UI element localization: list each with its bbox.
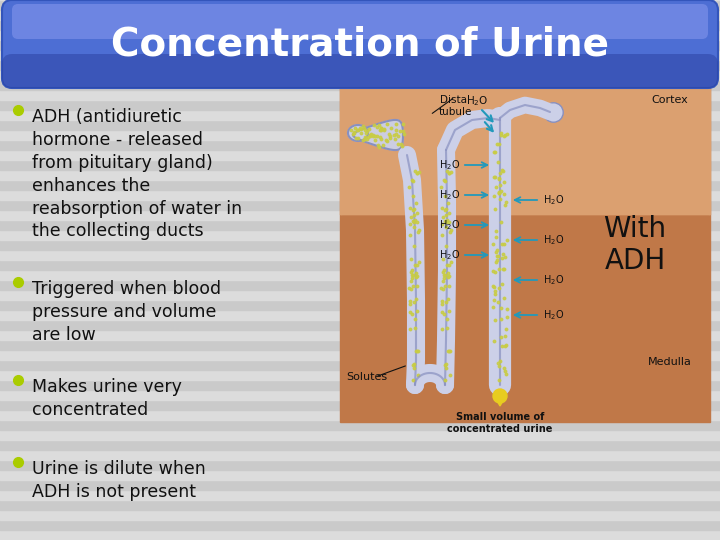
Bar (0, 470, 720, 480)
Text: Distal
tubule: Distal tubule (438, 95, 472, 117)
Bar (0, 420, 720, 430)
Bar (0, 0, 720, 10)
Text: Triggered when blood
pressure and volume
are low: Triggered when blood pressure and volume… (32, 280, 221, 344)
Text: Medulla: Medulla (648, 357, 692, 367)
FancyBboxPatch shape (2, 0, 718, 88)
Bar (0, 290, 720, 300)
Text: Small volume of
concentrated urine: Small volume of concentrated urine (447, 412, 553, 434)
Bar (0, 130, 720, 140)
Bar (0, 480, 720, 490)
Bar (0, 330, 720, 340)
Bar (0, 160, 720, 170)
Bar (0, 240, 720, 250)
Bar (0, 280, 720, 290)
Text: H$_2$O: H$_2$O (543, 273, 564, 287)
Bar (0, 10, 720, 20)
Circle shape (493, 389, 507, 403)
Bar (0, 30, 720, 40)
Bar (0, 300, 720, 310)
Text: Solutes: Solutes (346, 372, 387, 382)
Bar (0, 510, 720, 520)
Bar (0, 230, 720, 240)
Text: Concentration of Urine: Concentration of Urine (111, 25, 609, 63)
Bar (0, 370, 720, 380)
Bar (0, 250, 720, 260)
Bar (0, 110, 720, 120)
Bar (0, 80, 720, 90)
Bar (0, 410, 720, 420)
Bar (0, 180, 720, 190)
Bar (0, 220, 720, 230)
Text: H$_2$O: H$_2$O (543, 193, 564, 207)
Bar (0, 70, 720, 80)
Bar (0, 460, 720, 470)
Circle shape (546, 105, 560, 119)
Text: Makes urine very
concentrated: Makes urine very concentrated (32, 378, 182, 419)
Bar (0, 310, 720, 320)
FancyBboxPatch shape (2, 54, 718, 88)
Bar (340, 88, 710, 422)
Bar (0, 50, 720, 60)
Bar (0, 320, 720, 330)
Bar (0, 500, 720, 510)
Text: Cortex: Cortex (652, 95, 688, 105)
Bar (0, 430, 720, 440)
Bar (0, 380, 720, 390)
Bar (0, 120, 720, 130)
Text: With
ADH: With ADH (603, 215, 667, 275)
Bar (0, 150, 720, 160)
Polygon shape (496, 399, 504, 406)
Bar (0, 40, 720, 50)
Text: ADH (antidiuretic
hormone - released
from pituitary gland)
enhances the
reabsorp: ADH (antidiuretic hormone - released fro… (32, 108, 242, 240)
Bar (0, 490, 720, 500)
Bar (0, 350, 720, 360)
Bar (0, 260, 720, 270)
Bar (0, 530, 720, 540)
Bar (0, 140, 720, 150)
Text: H$_2$O: H$_2$O (543, 233, 564, 247)
Bar (0, 20, 720, 30)
Polygon shape (353, 120, 403, 150)
Text: Urine is dilute when
ADH is not present: Urine is dilute when ADH is not present (32, 460, 206, 501)
Bar (340, 88, 710, 214)
Bar (0, 90, 720, 100)
Bar (0, 210, 720, 220)
Text: H$_2$O: H$_2$O (466, 94, 488, 108)
Text: H$_2$O: H$_2$O (438, 218, 460, 232)
Bar (0, 200, 720, 210)
Bar (0, 390, 720, 400)
Text: H$_2$O: H$_2$O (438, 158, 460, 172)
Bar (0, 270, 720, 280)
Bar (0, 440, 720, 450)
Text: H$_2$O: H$_2$O (543, 308, 564, 322)
Text: H$_2$O: H$_2$O (438, 248, 460, 262)
Bar (0, 100, 720, 110)
Bar (0, 400, 720, 410)
Bar (0, 60, 720, 70)
FancyBboxPatch shape (12, 4, 708, 39)
Bar (0, 360, 720, 370)
Bar (0, 340, 720, 350)
Bar (0, 520, 720, 530)
Text: H$_2$O: H$_2$O (438, 188, 460, 202)
Bar (0, 190, 720, 200)
Bar (0, 170, 720, 180)
Polygon shape (348, 125, 368, 141)
Bar (0, 450, 720, 460)
